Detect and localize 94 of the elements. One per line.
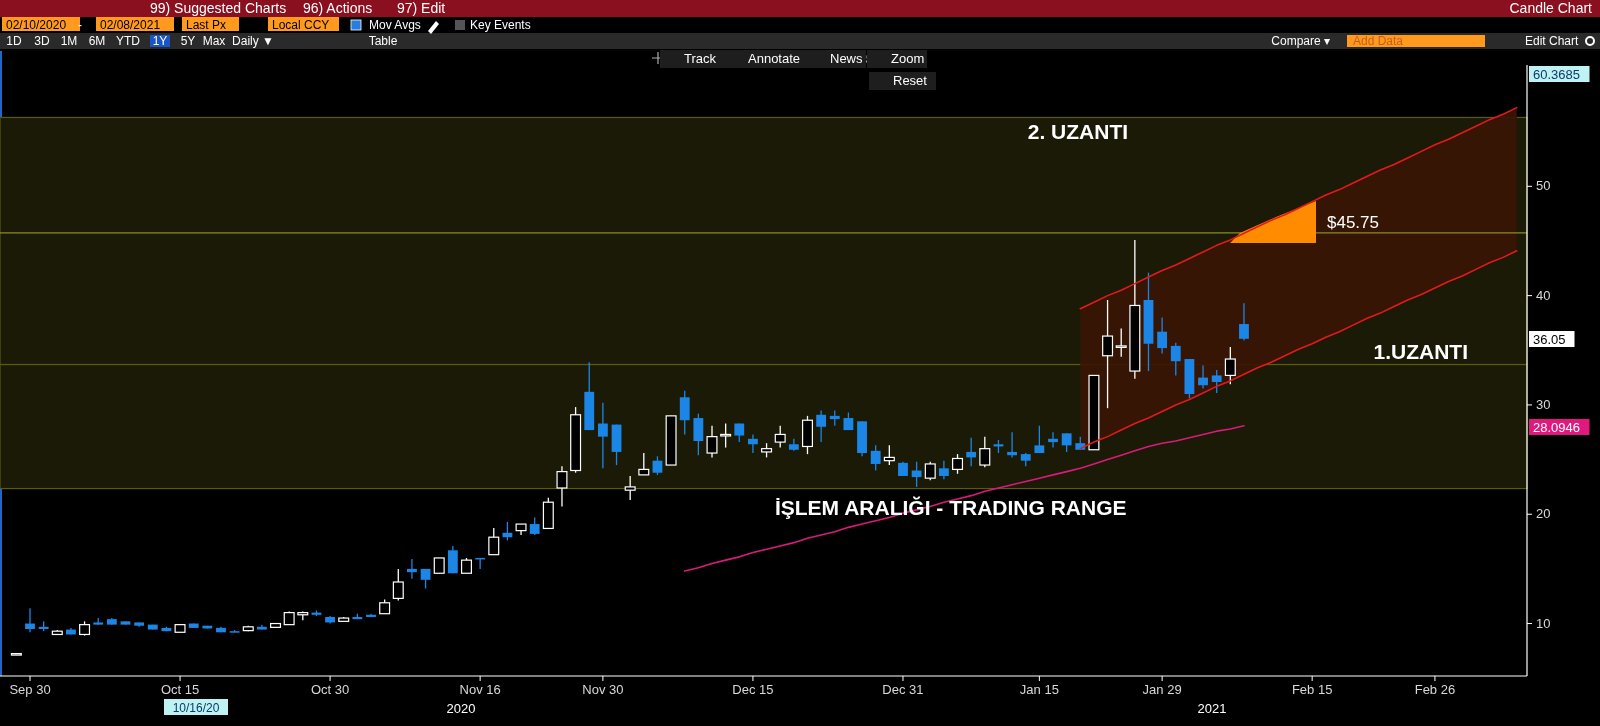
y-tick-label: 50 <box>1536 178 1551 194</box>
candlestick <box>1102 299 1114 409</box>
text: - <box>78 18 82 32</box>
text: Mov Avgs <box>369 18 421 32</box>
annotation: Zoom <box>891 51 925 66</box>
text: 36.05 <box>1533 332 1566 347</box>
candlestick <box>392 568 404 602</box>
candlestick <box>1239 302 1249 342</box>
candlestick <box>407 558 417 580</box>
y-tick-label: 10 <box>1536 615 1551 631</box>
candlestick <box>1061 432 1072 453</box>
x-tick-label: Dec 31 <box>882 682 924 697</box>
candlestick <box>1211 369 1222 394</box>
candlestick <box>1048 431 1058 449</box>
y-tick-label: 30 <box>1536 396 1551 412</box>
candlestick <box>447 545 458 574</box>
candlestick <box>597 402 608 469</box>
text: Key Events <box>470 18 531 32</box>
text: 3D <box>34 34 50 48</box>
line-series <box>683 424 1245 572</box>
text: Candle Chart <box>1509 0 1593 16</box>
text: Local CCY <box>272 18 330 32</box>
text: 99) Suggested Charts <box>150 0 287 16</box>
text: Daily ▼ <box>232 34 274 48</box>
candlestick <box>938 460 949 480</box>
candlestick <box>966 437 977 467</box>
candlestick <box>502 521 513 542</box>
candlestick <box>952 453 964 475</box>
band-label: İŞLEM ARALIĞI - TRADING RANGE <box>774 495 1127 519</box>
text: 1D <box>6 34 22 48</box>
candlestick <box>25 607 35 633</box>
x-tick-label: Sep 30 <box>9 682 51 697</box>
x-tick-label: Jan 29 <box>1142 682 1182 697</box>
y-tick-label: 20 <box>1536 506 1551 522</box>
candlestick <box>883 444 895 466</box>
candlestick <box>1007 431 1017 459</box>
candlestick <box>1115 327 1127 358</box>
candlestick <box>870 444 881 472</box>
band-label: 2. UZANTI <box>1027 120 1129 144</box>
annotation: Track <box>684 51 717 66</box>
candlestick <box>924 461 936 481</box>
text: 2021 <box>1197 701 1227 716</box>
annotation: Reset <box>893 73 928 88</box>
x-tick-label: Nov 30 <box>582 682 624 697</box>
candlestick <box>774 425 786 449</box>
text: 1M <box>60 34 78 48</box>
text: Add Data <box>1353 34 1404 48</box>
candlestick <box>1034 425 1045 454</box>
text: Last Px <box>186 18 227 32</box>
annotation: Annotate <box>748 51 801 66</box>
candlestick <box>624 475 636 501</box>
candlestick <box>720 422 732 449</box>
x-tick-label: Feb 26 <box>1414 682 1456 697</box>
candlestick <box>1157 316 1168 355</box>
text: 6M <box>88 34 106 48</box>
candlestick <box>748 433 758 454</box>
x-tick-label: Feb 15 <box>1291 682 1333 697</box>
text: 60.3685 <box>1533 67 1580 82</box>
text: 97) Edit <box>397 0 446 16</box>
candlestick <box>706 425 718 459</box>
x-tick-label: Nov 16 <box>459 682 501 697</box>
text: Max <box>202 34 226 48</box>
x-tick-label: Oct 15 <box>160 682 200 697</box>
text: 2020 <box>446 701 476 716</box>
candlestick <box>816 409 827 443</box>
candlestick <box>693 413 704 456</box>
text: Table <box>368 34 398 48</box>
text: YTD <box>116 34 141 48</box>
y-tick-label: 40 <box>1536 287 1551 303</box>
candlestick <box>488 527 500 556</box>
text: 02/08/2021 <box>100 18 161 32</box>
text: Compare ▾ <box>1271 34 1330 48</box>
text: 5Y <box>180 34 196 48</box>
x-tick-label: Dec 15 <box>732 682 774 697</box>
text: 10/16/20 <box>172 701 220 715</box>
annotation: 1.UZANTI <box>1373 340 1468 363</box>
candlestick <box>652 455 663 476</box>
candlestick <box>911 461 922 488</box>
annotation: News <box>830 51 864 66</box>
text: 28.0946 <box>1533 420 1580 435</box>
text: 96) Actions <box>303 0 373 16</box>
ref-line-label: $45.75 <box>1327 212 1379 232</box>
candlestick <box>1198 364 1208 390</box>
candlestick <box>679 390 690 436</box>
candlestick <box>1170 341 1181 377</box>
candlestick <box>638 452 650 476</box>
text: 02/10/2020 <box>6 18 67 32</box>
x-tick-label: Jan 15 <box>1019 682 1059 697</box>
text: 1Y <box>152 34 168 48</box>
text: Edit Chart <box>1525 34 1580 48</box>
candlestick <box>1224 346 1236 385</box>
x-tick-label: Oct 30 <box>310 682 350 697</box>
candlestick <box>979 435 991 468</box>
candlestick <box>556 465 568 508</box>
